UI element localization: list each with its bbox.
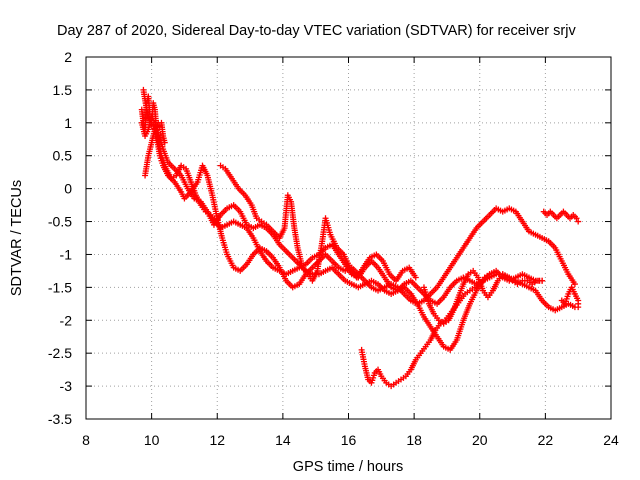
x-tick-label: 8	[82, 432, 90, 448]
data-point	[161, 139, 168, 146]
y-tick-label: 1	[64, 115, 72, 131]
y-tick-label: -0.5	[48, 214, 72, 230]
x-tick-label: 18	[406, 432, 422, 448]
data-point	[412, 274, 419, 281]
y-tick-label: -3	[60, 378, 73, 394]
data-point	[571, 281, 578, 288]
y-tick-label: -3.5	[48, 411, 72, 427]
y-axis-label: SDTVAR / TECUs	[9, 180, 25, 296]
data-point	[573, 215, 580, 222]
y-tick-label: -1.5	[48, 279, 72, 295]
x-tick-label: 22	[538, 432, 554, 448]
axis-ticks: 8 10 12 14 16 18 20 22 24-3.5-3-2.5-2-1.5-1-0.50…	[48, 49, 619, 448]
data-point	[539, 277, 546, 284]
chart-title: Day 287 of 2020, Sidereal Day-to-day VTE…	[57, 23, 576, 39]
data-markers	[138, 86, 582, 390]
data-point	[486, 271, 493, 278]
y-tick-label: -2.5	[48, 345, 72, 361]
x-tick-label: 16	[341, 432, 357, 448]
x-axis-label: GPS time / hours	[293, 459, 403, 475]
x-tick-label: 12	[209, 432, 225, 448]
series-s3	[138, 113, 546, 353]
y-tick-label: -2	[60, 312, 73, 328]
x-tick-label: 24	[603, 432, 619, 448]
data-point	[575, 304, 582, 311]
series-s4	[217, 162, 419, 284]
y-tick-label: -1	[60, 246, 73, 262]
y-tick-label: 2	[64, 49, 72, 65]
series-s8	[138, 93, 168, 146]
y-tick-label: 0	[64, 181, 72, 197]
data-point	[575, 218, 582, 225]
series-s7	[540, 208, 582, 225]
x-tick-label: 14	[275, 432, 291, 448]
series-s6	[420, 267, 546, 327]
x-tick-label: 10	[144, 432, 160, 448]
series-s9	[558, 284, 582, 311]
x-tick-label: 20	[472, 432, 488, 448]
y-tick-label: 1.5	[53, 82, 73, 98]
y-tick-label: 0.5	[53, 148, 73, 164]
